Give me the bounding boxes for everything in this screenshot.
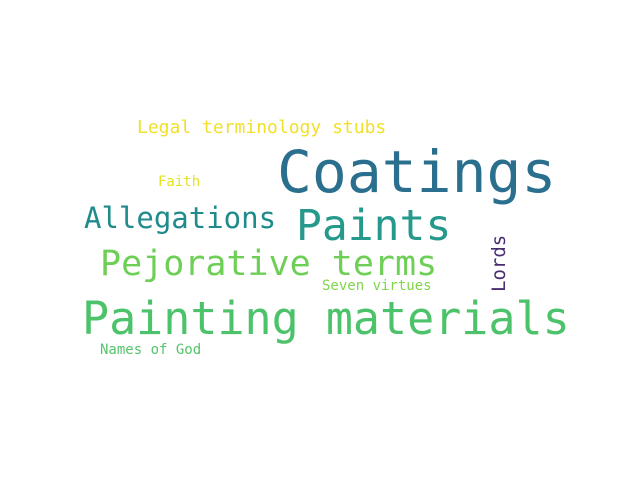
word-legal-terminology-stubs: Legal terminology stubs: [137, 117, 387, 138]
word-coatings: Coatings: [277, 138, 557, 206]
word-seven-virtues: Seven virtues: [322, 278, 432, 294]
word-allegations: Allegations: [84, 201, 277, 235]
word-paints: Paints: [296, 201, 452, 251]
word-lords: Lords: [488, 234, 510, 292]
word-pejorative-terms: Pejorative terms: [100, 244, 438, 284]
word-faith: Faith: [158, 174, 201, 190]
word-painting-materials: Painting materials: [82, 292, 570, 345]
word-names-of-god: Names of God: [100, 342, 202, 358]
